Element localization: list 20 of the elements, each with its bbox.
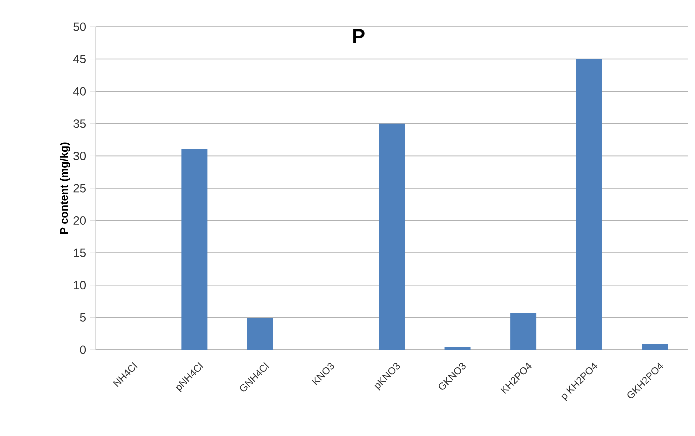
- y-tick-label: 25: [74, 184, 86, 193]
- y-tick-label: 45: [73, 55, 86, 64]
- chart-title: P: [354, 29, 365, 44]
- y-tick-label: 35: [74, 120, 86, 128]
- y-tick-label: 0: [80, 346, 86, 354]
- y-tick-label: 10: [74, 281, 86, 290]
- y-axis-title: P content (mg/kg): [60, 142, 70, 234]
- bar: [182, 149, 208, 350]
- bar: [379, 124, 406, 350]
- bar: [444, 347, 471, 350]
- y-tick-label: 5: [80, 314, 86, 322]
- y-tick-label: 20: [74, 216, 86, 226]
- bar: [510, 313, 537, 350]
- bar: [576, 59, 602, 350]
- y-tick-label: 50: [74, 22, 86, 32]
- bar: [642, 344, 668, 350]
- bar: [247, 318, 274, 350]
- y-tick-label: 40: [73, 87, 86, 96]
- y-tick-label: 30: [74, 152, 86, 160]
- y-tick-label: 15: [74, 248, 86, 258]
